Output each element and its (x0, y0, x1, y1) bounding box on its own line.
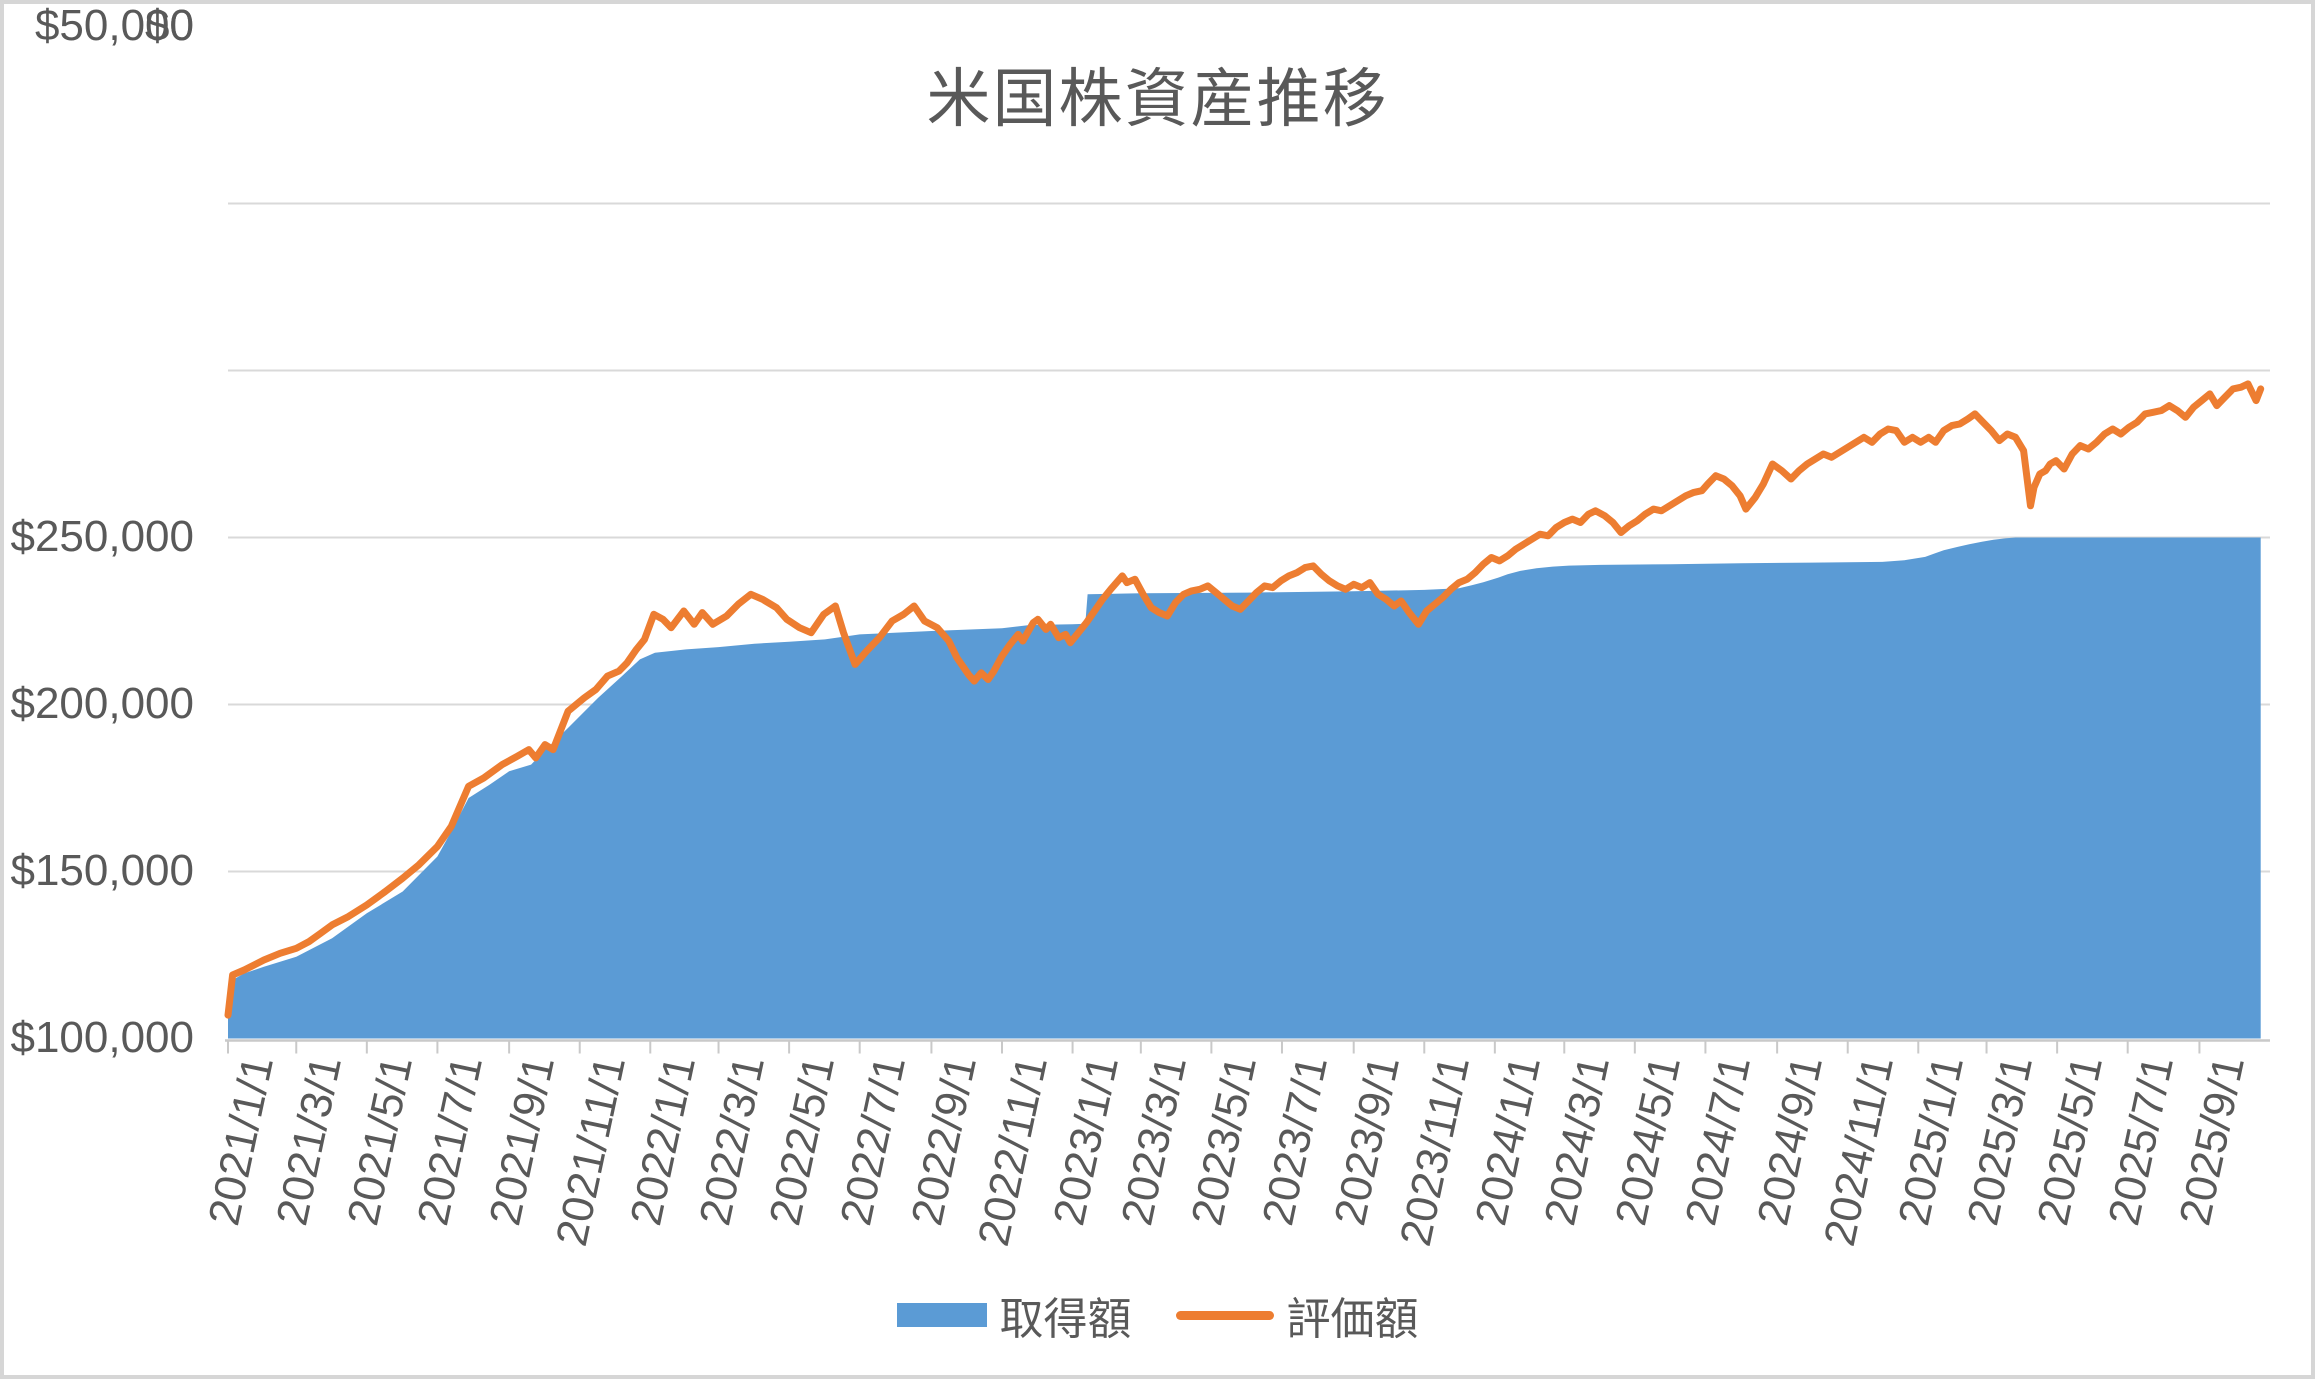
legend-item-cost: 取得額 (896, 1283, 1132, 1347)
y-axis-label: $0 (145, 1, 194, 50)
legend-label-cost: 取得額 (999, 1295, 1132, 1344)
value-line-series (224, 380, 2265, 1019)
legend-label-value: 評価額 (1286, 1295, 1419, 1344)
y-axis-label: $50,000 (34, 1, 194, 50)
legend-item-value: 評価額 (1175, 1283, 1419, 1347)
legend: 取得額 評価額 (0, 1283, 2315, 1347)
y-axis-label: $250,000 (10, 512, 194, 561)
value-line-swatch-icon (1175, 1310, 1274, 1320)
cost-area-series (228, 537, 2261, 1039)
y-axis-label: $200,000 (10, 679, 194, 728)
y-axis-label: $150,000 (10, 846, 194, 895)
chart-title: 米国株資産推移 (926, 63, 1389, 135)
y-axis-label: $100,000 (10, 1013, 194, 1062)
cost-area-swatch-icon (896, 1303, 987, 1327)
